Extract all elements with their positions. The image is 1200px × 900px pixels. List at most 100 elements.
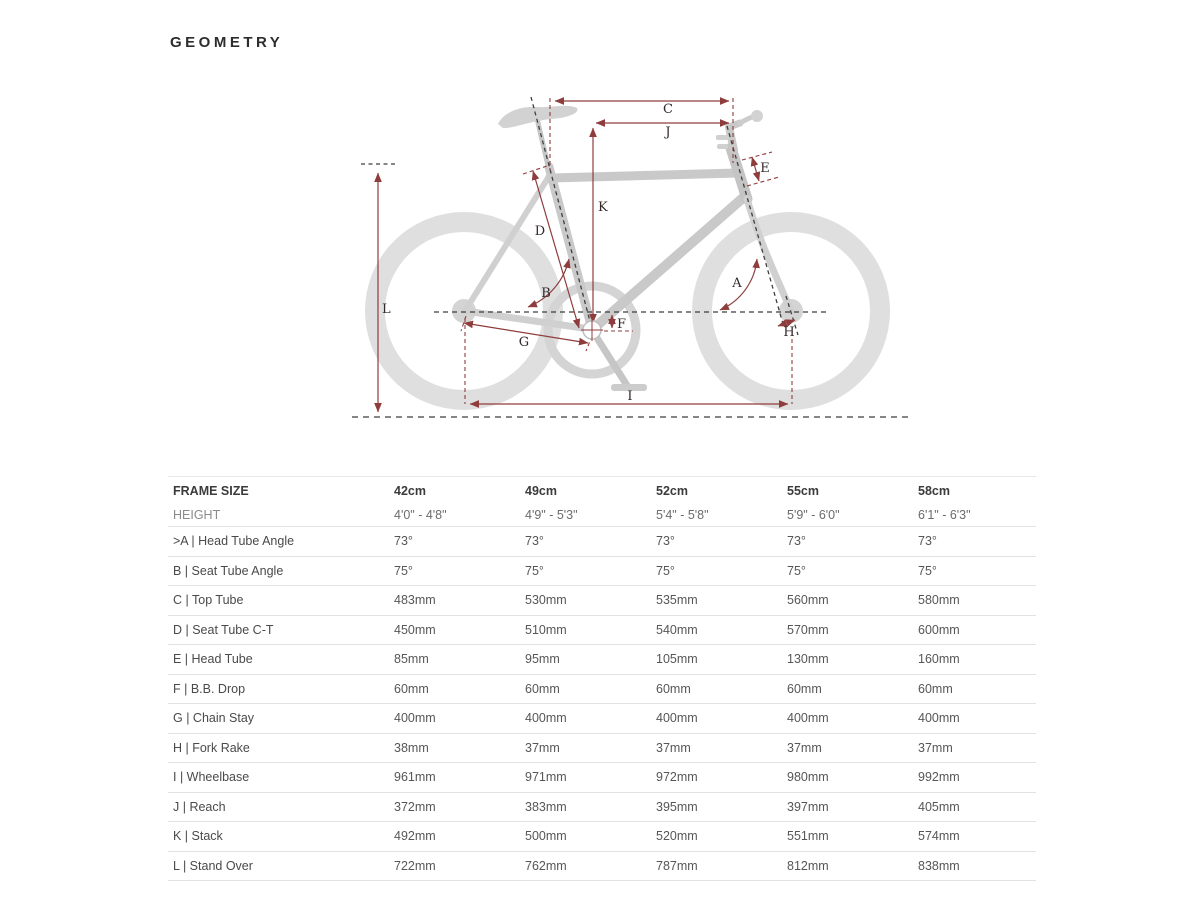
row-label: E | Head Tube — [173, 652, 253, 667]
table-cell: 400mm — [394, 711, 436, 726]
table-cell: 372mm — [394, 799, 436, 814]
row-label: J | Reach — [173, 799, 226, 814]
table-row: K | Stack 492mm 500mm 520mm 551mm 574mm — [168, 822, 1036, 852]
top-tube — [546, 168, 743, 183]
reference-lines — [352, 96, 908, 418]
table-cell: 762mm — [525, 858, 567, 873]
row-label: G | Chain Stay — [173, 711, 255, 726]
table-cell: 570mm — [787, 622, 829, 637]
table-cell: 383mm — [525, 799, 567, 814]
table-cell: 105mm — [656, 652, 698, 667]
table-cell: 60mm — [525, 681, 560, 696]
dim-label-B: B — [541, 286, 551, 301]
table-cell: 972mm — [656, 770, 698, 785]
table-cell: 560mm — [787, 593, 829, 608]
row-label: D | Seat Tube C-T — [173, 622, 274, 637]
dimension-B-arc — [527, 258, 571, 308]
table-cell: 980mm — [787, 770, 829, 785]
table-cell: 530mm — [525, 593, 567, 608]
table-cell: 492mm — [394, 829, 436, 844]
height-value: 5'4" - 5'8" — [656, 508, 709, 522]
height-value: 5'9" - 6'0" — [787, 508, 840, 522]
table-header-row: FRAME SIZE 42cm 49cm 52cm 55cm 58cm — [168, 477, 1036, 504]
bike-geometry-svg: A B C D E F G H I J K L — [352, 96, 908, 418]
table-row: H | Fork Rake 38mm 37mm 37mm 37mm 37mm — [168, 734, 1036, 763]
table-cell: 75° — [394, 563, 413, 578]
table-cell: 37mm — [918, 740, 953, 755]
ext-g-rear — [460, 315, 467, 332]
seat-stay — [462, 170, 554, 314]
table-body: >A | Head Tube Angle 73° 73° 73° 73° 73° B | S… — [168, 527, 1036, 881]
row-label: L | Stand Over — [173, 858, 253, 873]
row-label: H | Fork Rake — [173, 740, 250, 755]
table-cell: 722mm — [394, 858, 436, 873]
table-cell: 540mm — [656, 622, 698, 637]
column-header-size: 49cm — [525, 483, 557, 498]
bike-illustration — [365, 105, 890, 410]
table-cell: 60mm — [787, 681, 822, 696]
table-cell: 60mm — [918, 681, 953, 696]
crank-arm — [588, 326, 632, 391]
table-cell: 73° — [394, 534, 413, 549]
table-cell: 574mm — [918, 829, 960, 844]
table-cell: 160mm — [918, 652, 960, 667]
column-header-size: 58cm — [918, 483, 950, 498]
height-value: 4'0" - 4'8" — [394, 508, 447, 522]
table-cell: 37mm — [525, 740, 560, 755]
dim-label-K: K — [598, 200, 608, 215]
geometry-table: FRAME SIZE 42cm 49cm 52cm 55cm 58cm HEIG… — [168, 476, 1036, 881]
down-tube — [588, 192, 749, 334]
table-cell: 37mm — [787, 740, 822, 755]
table-cell: 580mm — [918, 593, 960, 608]
front-wheel — [692, 212, 890, 410]
row-label: K | Stack — [173, 829, 223, 844]
dim-label-E: E — [760, 161, 770, 176]
table-cell: 60mm — [394, 681, 429, 696]
table-cell: 75° — [918, 563, 937, 578]
dimension-D — [531, 170, 581, 329]
table-cell: 600mm — [918, 622, 960, 637]
dimension-H — [777, 319, 796, 327]
table-cell: 500mm — [525, 829, 567, 844]
dim-label-D: D — [535, 224, 545, 239]
row-label: B | Seat Tube Angle — [173, 563, 284, 578]
seat-axis-dashed — [530, 96, 593, 330]
table-cell: 405mm — [918, 799, 960, 814]
table-cell: 535mm — [656, 593, 698, 608]
row-label: >A | Head Tube Angle — [173, 534, 295, 549]
bb-crosshair — [581, 319, 603, 341]
column-header-size: 55cm — [787, 483, 819, 498]
table-cell: 483mm — [394, 593, 436, 608]
dim-label-H: H — [783, 325, 794, 340]
dimension-G — [463, 320, 589, 346]
table-row: B | Seat Tube Angle 75° 75° 75° 75° 75° — [168, 557, 1036, 586]
table-cell: 75° — [787, 563, 806, 578]
pedal — [611, 384, 647, 391]
dim-label-A: A — [731, 276, 742, 291]
dim-label-C: C — [663, 102, 673, 117]
table-cell: 395mm — [656, 799, 698, 814]
table-row: F | B.B. Drop 60mm 60mm 60mm 60mm 60mm — [168, 675, 1036, 704]
table-cell: 73° — [656, 534, 675, 549]
height-value: 6'1" - 6'3" — [918, 508, 971, 522]
table-cell: 400mm — [787, 711, 829, 726]
dim-label-L: L — [382, 302, 391, 317]
table-cell: 961mm — [394, 770, 436, 785]
steerer — [725, 123, 738, 154]
bike-geometry-diagram: A B C D E F G H I J K L — [352, 96, 908, 418]
table-cell: 510mm — [525, 622, 567, 637]
row-label-height: HEIGHT — [173, 508, 221, 522]
table-cell: 95mm — [525, 652, 560, 667]
ext-d-top — [522, 164, 551, 175]
table-cell: 38mm — [394, 740, 429, 755]
dimension-E — [750, 156, 761, 182]
saddle — [498, 105, 578, 129]
table-row: C | Top Tube 483mm 530mm 535mm 560mm 580mm — [168, 586, 1036, 616]
table-row: >A | Head Tube Angle 73° 73° 73° 73° 73° — [168, 527, 1036, 557]
dimension-lines — [374, 97, 796, 413]
table-cell: 73° — [787, 534, 806, 549]
stem-clamp — [717, 144, 728, 149]
row-label: I | Wheelbase — [173, 770, 250, 785]
table-cell: 397mm — [787, 799, 829, 814]
